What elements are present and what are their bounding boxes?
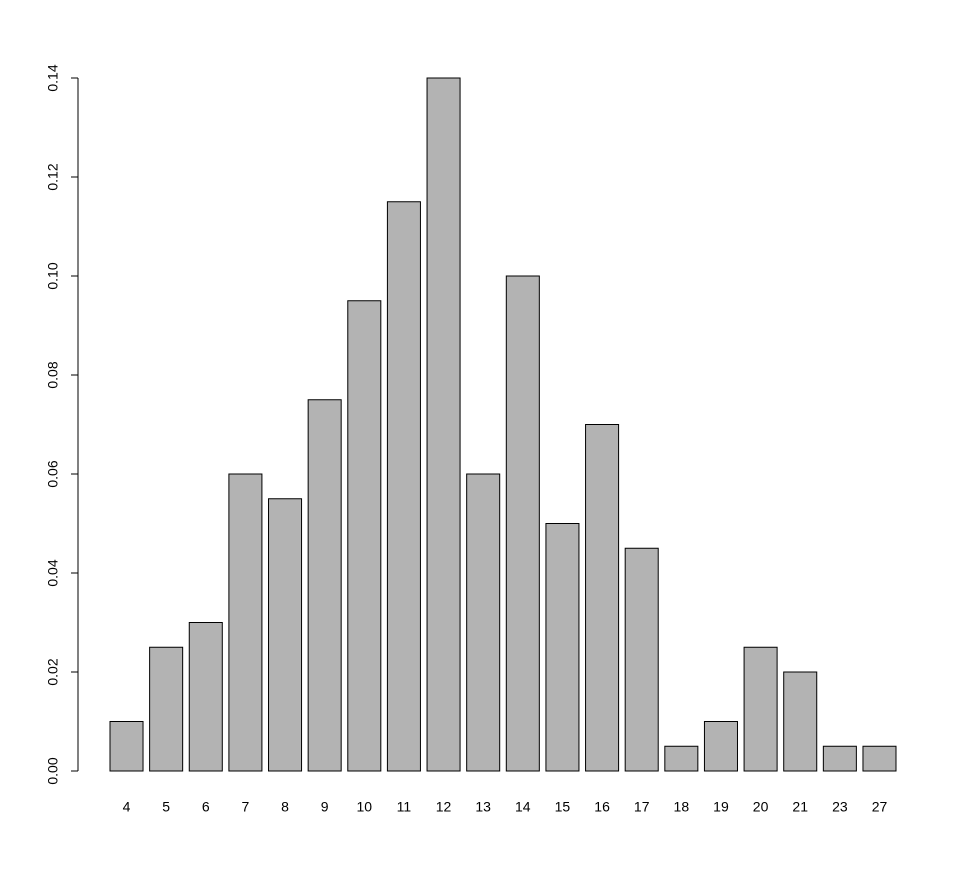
- x-tick-label: 27: [872, 799, 888, 815]
- x-tick-label: 13: [475, 799, 491, 815]
- y-tick-label: 0.02: [45, 658, 61, 685]
- bar: [188, 622, 223, 772]
- y-tick-label: 0.10: [45, 262, 61, 289]
- x-tick-label: 8: [281, 799, 289, 815]
- bar: [149, 646, 184, 772]
- bar: [307, 399, 342, 772]
- x-tick-label: 7: [242, 799, 250, 815]
- x-tick-label: 20: [753, 799, 769, 815]
- x-tick-label: 9: [321, 799, 329, 815]
- y-tick-label: 0.04: [45, 559, 61, 586]
- x-tick-label: 6: [202, 799, 210, 815]
- bar: [109, 721, 144, 772]
- x-tick-label: 15: [555, 799, 571, 815]
- y-tick-label: 0.12: [45, 163, 61, 190]
- bar: [505, 275, 540, 772]
- y-tick-label: 0.06: [45, 460, 61, 487]
- x-tick-label: 5: [162, 799, 170, 815]
- x-tick-label: 18: [674, 799, 690, 815]
- x-tick-label: 4: [123, 799, 131, 815]
- bar: [783, 671, 818, 772]
- x-tick-label: 19: [713, 799, 729, 815]
- bar: [268, 498, 303, 772]
- x-tick-label: 12: [436, 799, 452, 815]
- y-tick-label: 0.08: [45, 361, 61, 388]
- bar: [386, 201, 421, 772]
- bar: [228, 473, 263, 772]
- x-tick-label: 23: [832, 799, 848, 815]
- x-tick-label: 10: [357, 799, 373, 815]
- bar: [585, 424, 620, 772]
- x-tick-label: 14: [515, 799, 531, 815]
- y-tick-label: 0.00: [45, 757, 61, 784]
- y-tick-label: 0.14: [45, 64, 61, 91]
- bar: [426, 77, 461, 772]
- bar: [862, 745, 897, 772]
- bar: [545, 523, 580, 772]
- x-tick-label: 11: [397, 799, 412, 815]
- bar: [624, 547, 659, 772]
- bar: [743, 646, 778, 772]
- bar: [822, 745, 857, 772]
- bar: [703, 721, 738, 772]
- x-tick-label: 16: [594, 799, 610, 815]
- bar: [347, 300, 382, 772]
- x-tick-label: 21: [792, 799, 808, 815]
- x-tick-label: 17: [634, 799, 650, 815]
- bar: [664, 745, 699, 772]
- bar: [466, 473, 501, 772]
